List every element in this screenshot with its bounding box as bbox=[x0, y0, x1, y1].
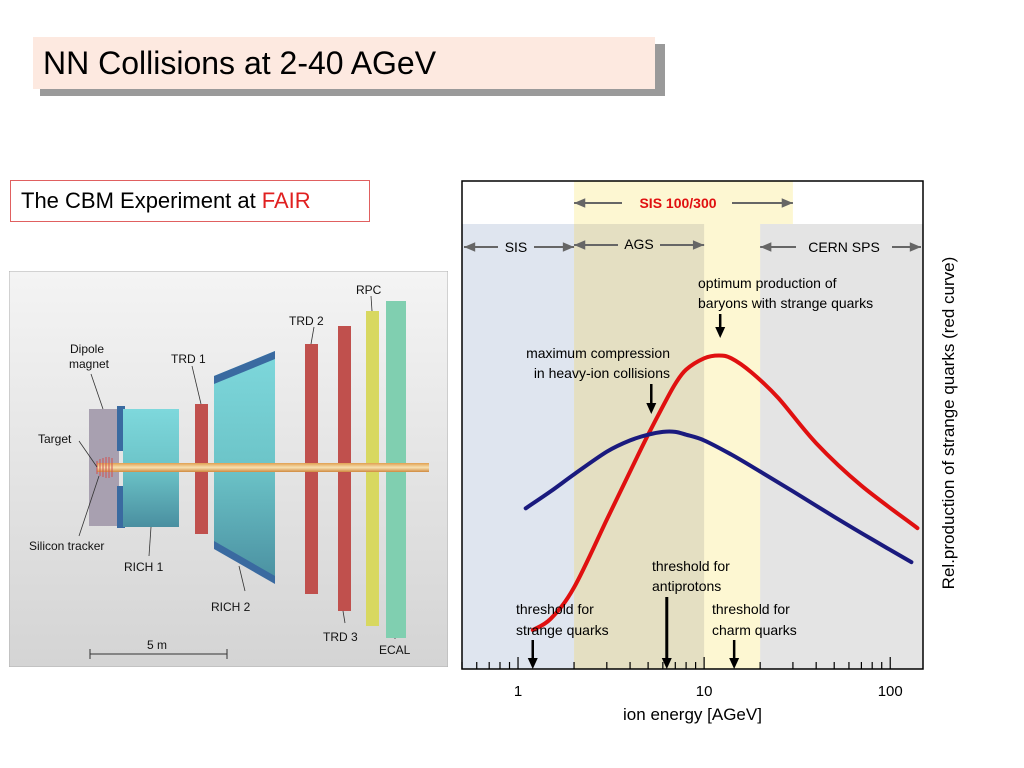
optimum-label-line2: baryons with strange quarks bbox=[698, 295, 873, 311]
chart-curves bbox=[523, 353, 920, 632]
thr-anti-arrow-head bbox=[661, 658, 672, 669]
slide-title: NN Collisions at 2-40 AGeV bbox=[43, 44, 437, 81]
region-sis bbox=[462, 224, 575, 669]
ecal-label: ECAL bbox=[379, 643, 411, 657]
chart-markers bbox=[527, 314, 740, 669]
maxcomp-label-line1: maximum compression bbox=[526, 345, 670, 361]
scale-label: 5 m bbox=[147, 638, 167, 652]
rich2-label: RICH 2 bbox=[211, 600, 251, 614]
x-tick-label: 100 bbox=[878, 683, 903, 700]
plot-frame bbox=[461, 180, 924, 670]
rpc-label: RPC bbox=[356, 283, 382, 297]
chart-labels: SIS 100/300 SIS AGS CERN SPS optimum product… bbox=[464, 195, 921, 638]
thr-charm-label-line2: charm quarks bbox=[712, 622, 797, 638]
ags-label: AGS bbox=[624, 236, 654, 252]
sps-right-arrowhead bbox=[909, 242, 921, 252]
target-label: Target bbox=[38, 432, 72, 446]
thr-strange-arrow-head bbox=[527, 658, 538, 669]
baryon-density-curve bbox=[523, 429, 914, 565]
beam-pipe bbox=[97, 463, 429, 472]
rich2-frame-top bbox=[214, 351, 275, 384]
sps-label: CERN SPS bbox=[808, 239, 880, 255]
ags-left-arrowhead bbox=[574, 240, 586, 250]
x-axis-label: ion energy [AGeV] bbox=[623, 705, 762, 724]
strange-quark-curve bbox=[530, 353, 920, 632]
thr-strange-label-line1: threshold for bbox=[516, 601, 594, 617]
dipole-label: Dipole bbox=[70, 342, 104, 356]
thr-strange-label-line2: strange quarks bbox=[516, 622, 609, 638]
thr-charm-arrow-head bbox=[729, 658, 740, 669]
title-box: NN Collisions at 2-40 AGeV bbox=[33, 37, 655, 89]
detector-schematic: Dipole magnet Target Silicon tracker RIC… bbox=[9, 271, 448, 667]
magnet-label: magnet bbox=[69, 357, 110, 371]
sis100-left-arrowhead bbox=[574, 198, 586, 208]
thr-anti-label-line2: antiprotons bbox=[652, 578, 721, 594]
region-sps bbox=[760, 224, 923, 669]
trd1-label: TRD 1 bbox=[171, 352, 206, 366]
subtitle-prefix: The CBM Experiment at bbox=[21, 188, 256, 213]
dipole-coil-bottom bbox=[117, 486, 125, 528]
trd3-label: TRD 3 bbox=[323, 630, 358, 644]
rich1-label: RICH 1 bbox=[124, 560, 164, 574]
y-axis-label: Rel.production of strange quarks (red cu… bbox=[939, 257, 958, 590]
silicon-tracker bbox=[96, 457, 113, 478]
sps-left-arrowhead bbox=[760, 242, 772, 252]
energy-regions bbox=[462, 181, 923, 669]
trd2-label: TRD 2 bbox=[289, 314, 324, 328]
maxcomp-arrow-head bbox=[646, 403, 657, 414]
x-tick-label: 1 bbox=[514, 683, 522, 700]
maxcomp-label-line2: in heavy-ion collisions bbox=[534, 365, 670, 381]
region-ags bbox=[574, 224, 705, 669]
ags-right-arrowhead bbox=[692, 240, 705, 250]
sis-left-arrowhead bbox=[464, 242, 476, 252]
sis-label: SIS bbox=[505, 239, 528, 255]
rich2-frame-bottom bbox=[214, 541, 275, 584]
sis-right-arrowhead bbox=[562, 242, 575, 252]
subtitle-box: The CBM Experiment at FAIR bbox=[10, 180, 370, 222]
sis100-right-arrowhead bbox=[781, 198, 793, 208]
thr-charm-label-line1: threshold for bbox=[712, 601, 790, 617]
silicon-label: Silicon tracker bbox=[29, 539, 104, 553]
subtitle-highlight: FAIR bbox=[261, 188, 311, 213]
x-tick-label: 10 bbox=[696, 683, 713, 700]
optimum-arrow-head bbox=[715, 327, 726, 338]
dipole-coil-top bbox=[117, 406, 125, 451]
thr-anti-label-line1: threshold for bbox=[652, 558, 730, 574]
chart-axes: 1 10 100 ion energy [AGeV] Rel.production of… bbox=[461, 180, 958, 724]
optimum-label-line1: optimum production of bbox=[698, 275, 837, 291]
sis100-label: SIS 100/300 bbox=[639, 195, 716, 211]
scale-bar bbox=[89, 649, 228, 659]
